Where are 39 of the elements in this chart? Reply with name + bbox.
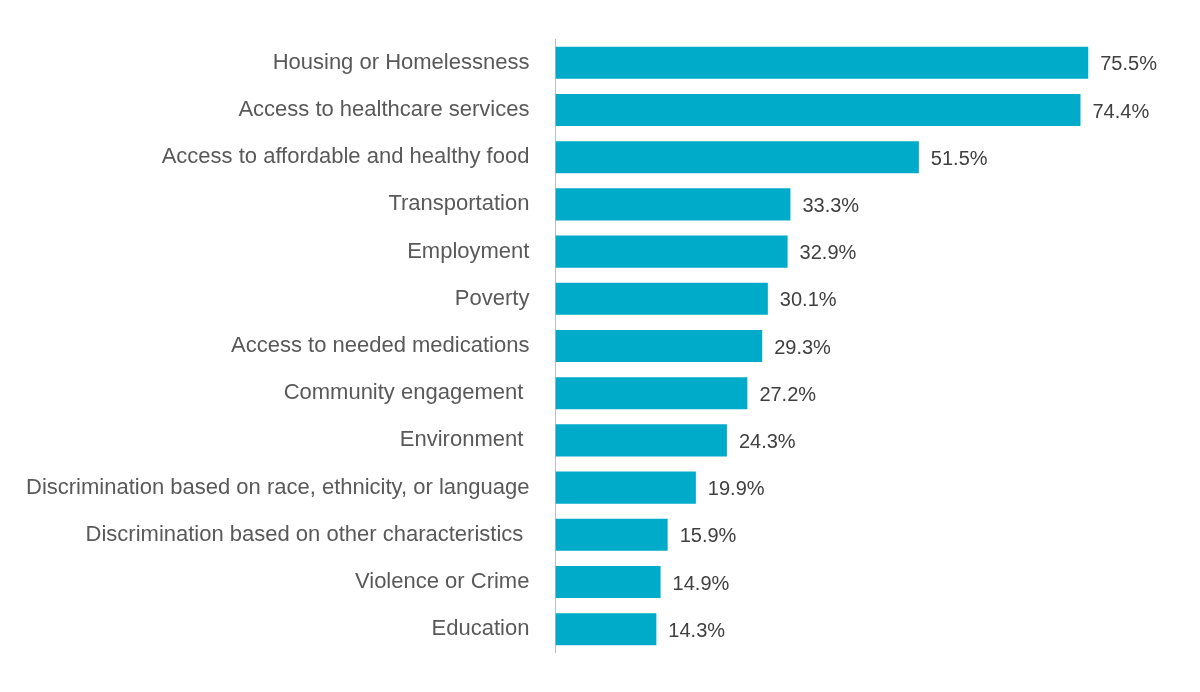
y-tick-label: Access to needed medications bbox=[231, 332, 530, 358]
bar bbox=[555, 235, 788, 268]
bar bbox=[555, 188, 791, 221]
data-label: 29.3% bbox=[774, 335, 832, 358]
bar bbox=[555, 613, 657, 646]
bar bbox=[555, 424, 727, 457]
y-tick-label: Discrimination based on other characteristics bbox=[85, 520, 530, 546]
y-tick-label: Education bbox=[431, 615, 530, 641]
bar bbox=[555, 93, 1081, 127]
data-label: 24.3% bbox=[738, 429, 796, 452]
data-label: 33.3% bbox=[802, 193, 860, 216]
bar bbox=[555, 282, 768, 315]
bar bbox=[555, 518, 668, 551]
data-label: 74.4% bbox=[1092, 99, 1150, 122]
data-label: 14.9% bbox=[672, 571, 730, 594]
data-label: 75.5% bbox=[1100, 52, 1158, 75]
data-label: 27.2% bbox=[759, 382, 817, 405]
bar bbox=[555, 46, 1089, 79]
y-tick-label: Housing or Homelessness bbox=[272, 48, 530, 74]
y-tick-label: Access to affordable and healthy food bbox=[161, 143, 530, 169]
y-tick-label: Discrimination based on race, ethnicity, or language bbox=[26, 473, 530, 499]
data-label: 51.5% bbox=[930, 146, 988, 169]
bar bbox=[555, 329, 763, 363]
y-tick-label: Community engagement bbox=[283, 379, 530, 405]
data-label: 19.9% bbox=[707, 477, 765, 500]
data-label: 15.9% bbox=[679, 524, 737, 547]
y-tick-label: Employment bbox=[407, 237, 530, 263]
data-label: 14.3% bbox=[668, 618, 726, 641]
y-tick-label: Transportation bbox=[388, 190, 530, 216]
bar bbox=[555, 471, 696, 504]
y-tick-label: Violence or Crime bbox=[354, 568, 530, 594]
data-label: 30.1% bbox=[779, 288, 837, 311]
bar bbox=[555, 377, 748, 410]
bar bbox=[555, 141, 919, 174]
data-label: 32.9% bbox=[799, 241, 857, 264]
bar bbox=[555, 565, 661, 599]
y-tick-label: Environment bbox=[399, 426, 530, 452]
y-tick-label: Access to healthcare services bbox=[238, 96, 530, 122]
y-tick-label: Poverty bbox=[454, 284, 530, 310]
